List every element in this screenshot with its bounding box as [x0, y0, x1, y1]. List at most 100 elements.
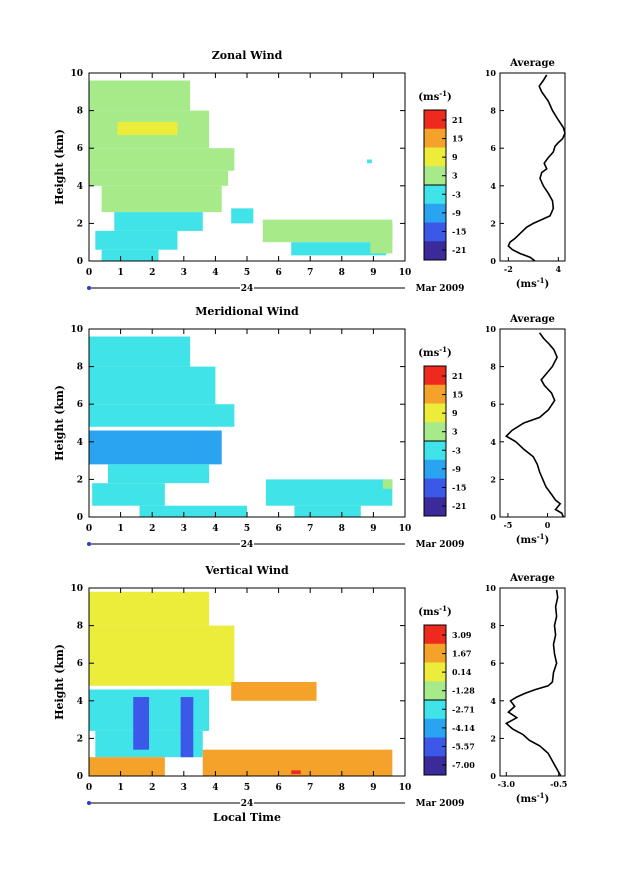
heatmap-cell [101, 185, 222, 213]
x-tick-label: 2 [149, 783, 155, 793]
colorbar-swatch [424, 366, 446, 373]
y-tick-label: 4 [77, 182, 83, 192]
unit-close: ) [447, 92, 452, 103]
colorbar-tick-label: -2.71 [452, 704, 475, 714]
unit-exp: -1 [439, 345, 447, 354]
average-y-tick-label: 6 [490, 143, 496, 153]
colorbar-swatch [424, 403, 446, 411]
panel-title: Zonal Wind [212, 49, 283, 62]
colorbar-swatch [424, 478, 446, 486]
date-day-bg [240, 282, 254, 294]
colorbar-swatch [424, 731, 446, 738]
x-tick-label: 3 [181, 783, 187, 793]
date-month-label: Mar 2009 [416, 799, 465, 809]
heatmap-cell [101, 249, 159, 261]
y-axis-label: Height (km) [53, 644, 66, 720]
unit-open: (ms [418, 348, 439, 359]
average-y-tick-label: 8 [490, 621, 496, 631]
colorbar-swatch [424, 625, 446, 632]
date-month-label: Mar 2009 [416, 284, 465, 294]
average-profile-line [504, 589, 562, 777]
colorbar-swatch [424, 191, 446, 198]
colorbar-tick-label: 21 [452, 115, 463, 125]
unit-exp: -1 [537, 532, 545, 541]
colorbar-swatch [424, 687, 446, 695]
colorbar-swatch [424, 110, 446, 117]
average-y-tick-label: 8 [490, 106, 496, 116]
colorbar-swatch [424, 185, 446, 192]
date-day-label: 24 [241, 284, 254, 294]
x-tick-label: 4 [212, 783, 218, 793]
x-tick-label: 4 [212, 268, 218, 278]
heatmap-cell [382, 479, 393, 489]
colorbar-tick-label: 9 [452, 408, 458, 418]
date-axis-marker [87, 542, 91, 546]
colorbar-swatch [424, 122, 446, 130]
colorbar-swatch [424, 241, 446, 248]
colorbar-swatch [424, 247, 446, 255]
x-tick-label: 6 [275, 783, 281, 793]
y-tick-label: 0 [77, 772, 83, 782]
colorbar-swatch [424, 725, 446, 732]
colorbar-unit: (ms-1) [418, 89, 451, 103]
average-y-tick-label: 10 [485, 583, 497, 593]
panel-title: Meridional Wind [195, 305, 299, 318]
average-y-tick-label: 4 [490, 696, 496, 706]
y-tick-label: 10 [70, 69, 83, 79]
x-tick-label: 8 [339, 783, 345, 793]
heatmap-cell [89, 366, 216, 405]
date-axis-marker [87, 801, 91, 805]
average-y-tick-label: 10 [485, 68, 497, 78]
colorbar-swatch [424, 700, 446, 707]
average-y-tick-label: 0 [490, 256, 496, 266]
date-day-label: 24 [241, 799, 254, 809]
heatmap-cell [370, 223, 393, 254]
unit-open: (ms [516, 279, 537, 290]
y-tick-label: 6 [77, 144, 83, 154]
colorbar-tick-label: 3.09 [452, 630, 472, 640]
colorbar-swatch [424, 737, 446, 745]
x-tick-label: 5 [244, 268, 250, 278]
unit-open: (ms [418, 607, 439, 618]
heatmap-cell [89, 170, 229, 186]
colorbar-swatch [424, 662, 446, 670]
x-tick-label: 4 [212, 524, 218, 534]
colorbar-tick-label: -9 [452, 464, 461, 474]
colorbar-unit: (ms-1) [418, 345, 451, 359]
y-tick-label: 6 [77, 659, 83, 669]
unit-open: (ms [516, 794, 537, 805]
colorbar-swatch [424, 484, 446, 492]
x-tick-label: 8 [339, 524, 345, 534]
average-frame [499, 72, 566, 262]
unit-exp: -1 [537, 276, 545, 285]
x-tick-label: 7 [307, 783, 313, 793]
colorbar-swatch [424, 197, 446, 205]
unit-close: ) [545, 279, 550, 290]
average-y-tick-label: 0 [490, 512, 496, 522]
x-tick-label: 3 [181, 524, 187, 534]
unit-close: ) [447, 348, 452, 359]
heatmap-cell [89, 404, 235, 427]
colorbar-swatch [424, 643, 446, 651]
colorbar-tick-label: -3 [452, 189, 461, 199]
average-title: Average [509, 314, 555, 325]
colorbar-swatch [424, 253, 446, 261]
heatmap-cell [265, 479, 393, 506]
colorbar-unit: (ms-1) [418, 604, 451, 618]
date-day-bg [240, 797, 254, 809]
colorbar-swatch [424, 116, 446, 123]
date-day-label: 24 [241, 540, 254, 550]
colorbar-tick-label: -15 [452, 482, 466, 492]
average-y-tick-label: 10 [485, 324, 497, 334]
colorbar-swatch [424, 409, 446, 417]
x-tick-label: 9 [370, 524, 376, 534]
colorbar-tick-label: -4.14 [452, 723, 475, 733]
date-axis-marker [87, 286, 91, 290]
colorbar-swatch [424, 718, 446, 726]
colorbar-swatch [424, 668, 446, 676]
y-tick-label: 2 [77, 475, 83, 485]
x-tick-label: 6 [275, 524, 281, 534]
average-y-tick-label: 2 [490, 474, 496, 484]
colorbar-swatch [424, 372, 446, 379]
colorbar-swatch [424, 637, 446, 645]
